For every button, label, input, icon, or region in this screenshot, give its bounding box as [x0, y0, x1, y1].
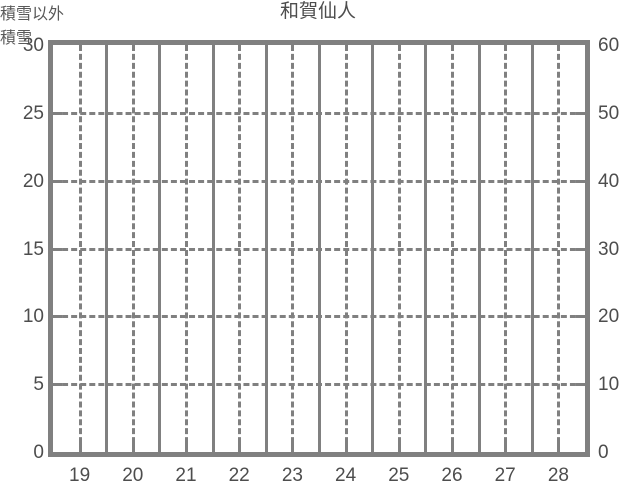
x-axis-tick-mark	[397, 443, 401, 452]
x-axis-tick-label: 25	[388, 465, 410, 486]
left-axis-tick-label: 0	[33, 442, 44, 463]
horizontal-gridline	[53, 179, 585, 183]
left-axis-tick-label: 15	[22, 238, 44, 260]
plot-area	[48, 40, 590, 457]
right-axis-tick-mark	[576, 383, 585, 387]
right-axis-caption: 積雪	[0, 30, 33, 47]
left-axis-tick-label: 25	[22, 102, 44, 124]
right-axis-tick-mark	[576, 111, 585, 115]
left-axis-tick-mark	[53, 179, 62, 183]
x-axis-tick-label: 21	[175, 465, 197, 486]
left-axis-tick-label: 30	[22, 35, 44, 56]
right-axis-tick-mark	[576, 315, 585, 319]
right-axis-tick-label: 40	[598, 170, 620, 192]
x-axis-tick-label: 28	[547, 465, 569, 486]
left-axis-tick-label: 10	[22, 306, 44, 328]
horizontal-gridline	[53, 315, 585, 319]
x-axis-tick-label: 26	[441, 465, 463, 486]
x-axis-tick-label: 20	[122, 465, 144, 486]
x-axis-tick-mark	[238, 443, 242, 452]
x-axis-tick-mark	[451, 443, 454, 452]
x-axis-tick-label: 27	[494, 465, 516, 486]
plot-inner	[53, 45, 585, 452]
left-axis-tick-mark	[53, 247, 62, 251]
x-axis-tick-mark	[291, 443, 295, 452]
x-axis-tick-mark	[344, 443, 348, 452]
left-axis-tick-mark	[53, 315, 62, 319]
left-axis-tick-mark	[53, 383, 62, 387]
horizontal-gridline	[53, 247, 585, 251]
x-axis-tick-label: 22	[228, 465, 250, 486]
x-axis-tick-label: 24	[335, 465, 357, 486]
right-axis-tick-mark	[576, 179, 585, 183]
x-axis-tick-label: 19	[69, 465, 91, 486]
right-axis-tick-label: 20	[598, 306, 620, 328]
right-axis-tick-label: 30	[598, 238, 620, 260]
horizontal-gridline	[53, 111, 585, 115]
left-axis-tick-label: 20	[22, 170, 44, 192]
x-axis-tick-mark	[557, 443, 561, 452]
left-axis-tick-mark	[53, 111, 62, 115]
x-axis-tick-label: 23	[281, 465, 303, 486]
right-axis-tick-mark	[576, 247, 585, 251]
left-axis-caption: 積雪以外	[0, 6, 65, 23]
right-axis-tick-label: 10	[598, 374, 620, 396]
left-axis-tick-label: 5	[33, 374, 44, 396]
right-axis-tick-label: 50	[598, 102, 620, 124]
chart-title: 和賀仙人	[279, 1, 356, 22]
x-axis-tick-mark	[185, 443, 188, 452]
horizontal-gridline	[53, 383, 585, 387]
x-axis-tick-mark	[504, 443, 508, 452]
right-axis-tick-label: 60	[598, 35, 620, 56]
x-axis-tick-mark	[78, 443, 82, 452]
x-axis-tick-mark	[131, 443, 135, 452]
right-axis-tick-label: 0	[598, 442, 609, 463]
